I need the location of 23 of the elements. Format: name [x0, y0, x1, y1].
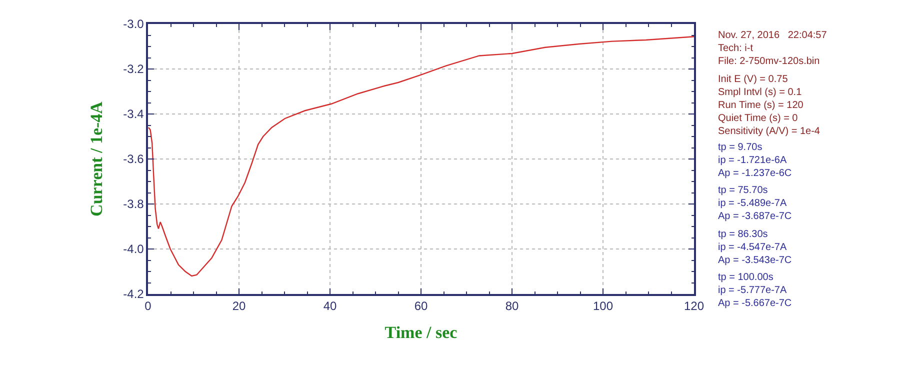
y-tick-label: -3.2	[123, 62, 144, 76]
y-tick-label: -4.2	[123, 287, 144, 302]
x-tick-label: 100	[592, 299, 614, 314]
x-tick-label: 120	[684, 299, 704, 314]
y-tick-label: -3.8	[123, 197, 144, 212]
text: tp = 86.30s ip = -4.547e-7A Ap = -3.543e-7C	[718, 229, 792, 266]
y-tick-label: -3.4	[123, 107, 144, 122]
text: Init E (V) = 0.75 Smpl Intvl (s) = 0.1 Run Time (s) = 120 Quiet Time (s) = 0 Sensitivity (A/V) = 1e-4	[718, 74, 820, 137]
text: tp = 100.00s ip = -5.777e-7A Ap = -5.667e-7C	[718, 272, 792, 309]
y-tick-label: -4.0	[123, 242, 144, 256]
y-tick-label: -3.6	[123, 152, 144, 166]
x-tick-label: 60	[414, 299, 428, 314]
y-tick-label: -3.0	[123, 17, 144, 32]
x-tick-label: 20	[232, 299, 246, 314]
text: tp = 75.70s ip = -5.489e-7A Ap = -3.687e-7C	[718, 185, 792, 222]
x-axis-title: Time / sec	[384, 323, 458, 342]
line-series	[148, 36, 694, 277]
x-tick-label: 40	[323, 299, 337, 314]
text: tp = 9.70s ip = -1.721e-6A Ap = -1.237e-6C	[718, 142, 792, 179]
text: Nov. 27, 2016 22:04:57 Tech: i-t File: 2-750mv-120s.bin	[718, 30, 828, 67]
y-axis-title: Current / 1e-4A	[87, 100, 106, 216]
x-tick-label: 0	[144, 299, 152, 314]
x-tick-label: 80	[505, 299, 519, 314]
